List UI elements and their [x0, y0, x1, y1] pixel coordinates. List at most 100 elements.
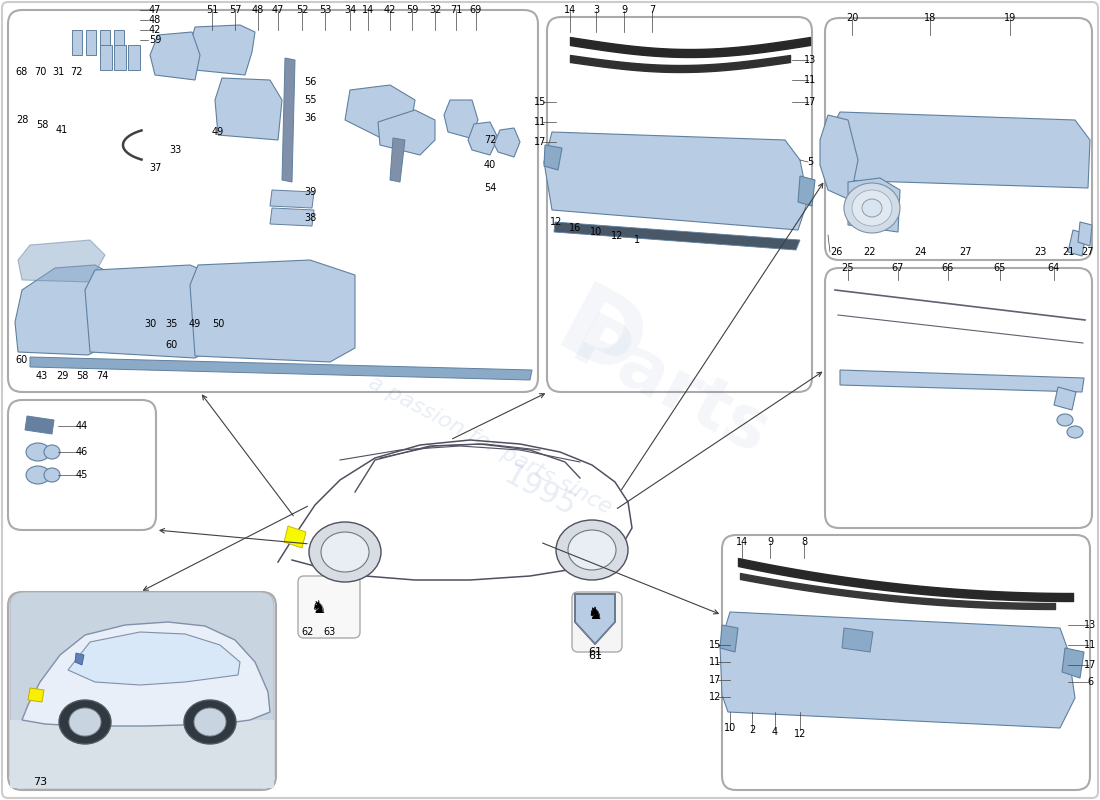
Ellipse shape	[1067, 426, 1084, 438]
Text: 64: 64	[1048, 263, 1060, 273]
Text: a passion for parts since: a passion for parts since	[365, 372, 615, 518]
Ellipse shape	[321, 532, 368, 572]
Ellipse shape	[69, 708, 101, 736]
Ellipse shape	[44, 468, 60, 482]
Text: 30: 30	[144, 319, 156, 329]
Polygon shape	[150, 32, 200, 80]
Polygon shape	[72, 30, 82, 55]
Polygon shape	[214, 78, 282, 140]
Text: 15: 15	[534, 97, 547, 107]
Text: 6: 6	[1087, 677, 1093, 687]
Polygon shape	[30, 357, 532, 380]
Text: 11: 11	[708, 657, 722, 667]
Ellipse shape	[556, 520, 628, 580]
Polygon shape	[390, 138, 405, 182]
Text: 72: 72	[69, 67, 82, 77]
Text: 21: 21	[1062, 247, 1075, 257]
Text: 19: 19	[1004, 13, 1016, 23]
Text: 68: 68	[15, 67, 29, 77]
Polygon shape	[820, 115, 858, 200]
Text: 65: 65	[993, 263, 1007, 273]
Polygon shape	[86, 30, 96, 55]
Text: 2: 2	[749, 725, 755, 735]
Ellipse shape	[862, 199, 882, 217]
Text: 56: 56	[304, 77, 316, 87]
Text: 5: 5	[807, 157, 813, 167]
Text: 17: 17	[708, 675, 722, 685]
Text: 20: 20	[846, 13, 858, 23]
Polygon shape	[345, 85, 415, 140]
Text: 12: 12	[610, 231, 624, 241]
Polygon shape	[1078, 222, 1092, 246]
Text: 17: 17	[804, 97, 816, 107]
Text: 12: 12	[794, 729, 806, 739]
Text: 40: 40	[484, 160, 496, 170]
Text: 57: 57	[229, 5, 241, 15]
Ellipse shape	[44, 445, 60, 459]
Text: 9: 9	[620, 5, 627, 15]
Polygon shape	[544, 132, 808, 230]
FancyBboxPatch shape	[825, 18, 1092, 260]
Text: 3: 3	[593, 5, 600, 15]
Ellipse shape	[844, 183, 900, 233]
Text: 12: 12	[708, 692, 722, 702]
Polygon shape	[18, 240, 104, 282]
Polygon shape	[114, 30, 124, 55]
Polygon shape	[575, 594, 615, 644]
Text: 27: 27	[959, 247, 971, 257]
Text: 9: 9	[767, 537, 773, 547]
Text: 47: 47	[148, 5, 162, 15]
Polygon shape	[828, 112, 1090, 188]
Polygon shape	[270, 190, 314, 208]
Text: 22: 22	[864, 247, 877, 257]
Text: 12: 12	[550, 217, 562, 227]
Text: 17: 17	[1084, 660, 1097, 670]
Text: 41: 41	[56, 125, 68, 135]
Text: 59: 59	[148, 35, 162, 45]
Polygon shape	[842, 628, 873, 652]
Polygon shape	[444, 100, 478, 138]
FancyBboxPatch shape	[10, 592, 274, 788]
Ellipse shape	[852, 190, 892, 226]
Polygon shape	[282, 58, 295, 182]
Text: 45: 45	[76, 470, 88, 480]
Polygon shape	[85, 265, 226, 358]
Ellipse shape	[568, 530, 616, 570]
FancyBboxPatch shape	[825, 268, 1092, 528]
Polygon shape	[1062, 648, 1084, 678]
Text: 27: 27	[1081, 247, 1094, 257]
Polygon shape	[554, 222, 800, 250]
Polygon shape	[128, 45, 140, 70]
Text: ♞: ♞	[587, 605, 603, 623]
Text: 34: 34	[344, 5, 356, 15]
FancyBboxPatch shape	[8, 400, 156, 530]
Polygon shape	[494, 128, 520, 157]
Text: 28: 28	[15, 115, 29, 125]
Text: 49: 49	[212, 127, 224, 137]
Ellipse shape	[184, 700, 236, 744]
Text: 70: 70	[34, 67, 46, 77]
Text: 54: 54	[484, 183, 496, 193]
Polygon shape	[75, 653, 84, 665]
Polygon shape	[284, 526, 306, 548]
Text: Parts: Parts	[560, 310, 780, 470]
Text: 16: 16	[569, 223, 581, 233]
FancyBboxPatch shape	[298, 576, 360, 638]
Ellipse shape	[309, 522, 381, 582]
Text: 38: 38	[304, 213, 316, 223]
Polygon shape	[100, 30, 110, 55]
Ellipse shape	[59, 700, 111, 744]
Text: 50: 50	[212, 319, 224, 329]
Text: 32: 32	[429, 5, 441, 15]
Text: 31: 31	[52, 67, 64, 77]
Text: 39: 39	[304, 187, 316, 197]
Text: 17: 17	[534, 137, 547, 147]
Text: 67: 67	[892, 263, 904, 273]
Text: 63: 63	[323, 627, 337, 637]
Polygon shape	[1054, 387, 1076, 410]
Text: 48: 48	[148, 15, 161, 25]
Text: 73: 73	[33, 777, 47, 787]
Text: 36: 36	[304, 113, 316, 123]
Text: 10: 10	[724, 723, 736, 733]
Text: 47: 47	[272, 5, 284, 15]
